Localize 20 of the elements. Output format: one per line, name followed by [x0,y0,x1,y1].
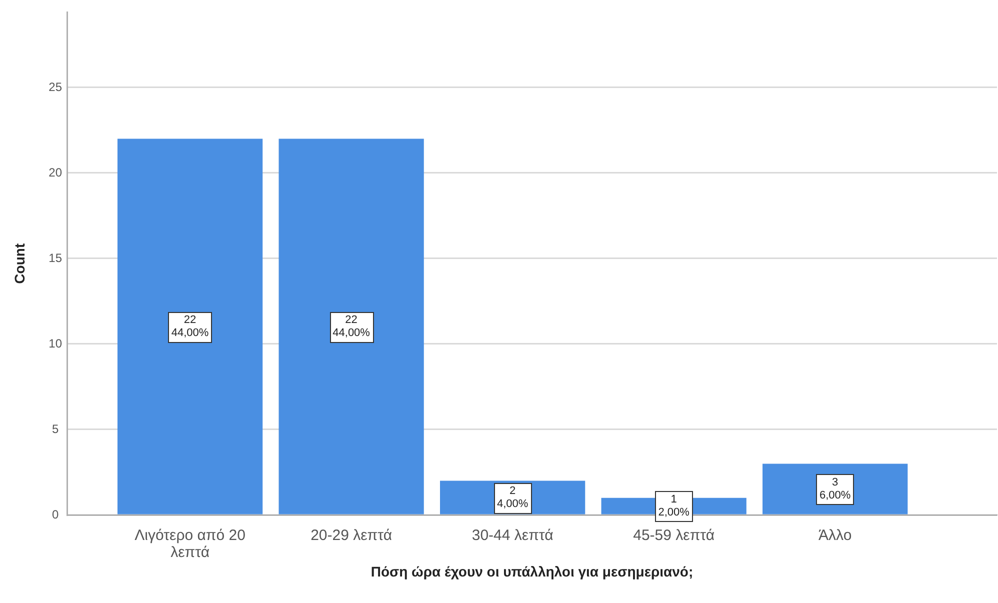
x-tick-label: 30-44 λεπτά [472,526,554,544]
data-label: 3 6,00% [819,476,851,502]
data-label: 22 44,00% [332,314,370,340]
x-tick-label: Λιγότερο από 20 λεπτά [134,526,246,562]
data-label: 1 2,00% [658,494,690,519]
bar [278,138,424,514]
y-tick-label: 5 [52,422,59,436]
y-tick-label: 10 [48,336,62,350]
y-tick-label: 0 [52,507,59,522]
data-label: 2 4,00% [496,485,528,510]
y-tick-label: 20 [48,165,62,180]
y-tick-label: 15 [48,250,62,265]
x-tick-label: Άλλο [818,526,852,544]
y-axis-title: Count [11,243,28,284]
bar [117,138,263,514]
x-tick-label: 45-59 λεπτά [633,526,715,544]
x-axis-title: Πόση ώρα έχουν οι υπάλληλοι για μεσημεριανό; [370,563,694,580]
y-tick-label: 25 [48,80,62,94]
x-tick-label: 20-29 λεπτά [310,526,392,544]
data-label: 22 44,00% [171,314,209,340]
